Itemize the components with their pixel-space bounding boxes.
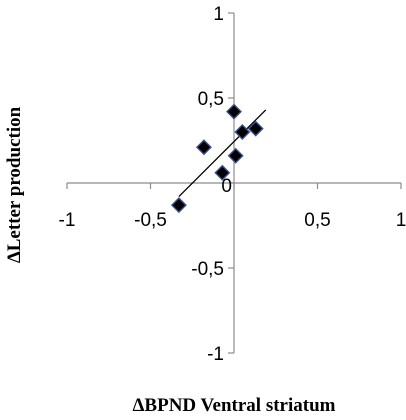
x-tick-marks [66, 183, 402, 189]
data-points [170, 103, 264, 214]
x-tick-label: 0 [221, 176, 232, 197]
data-point [247, 120, 264, 137]
y-tick-label: 0,5 [198, 89, 224, 110]
data-point [170, 197, 187, 214]
x-tick-label: 0,5 [304, 210, 330, 231]
axes [66, 12, 402, 354]
data-point [234, 124, 251, 140]
x-tick-labels: -1 -0,5 0 0,5 1 [59, 176, 406, 231]
x-tick-label: 1 [396, 210, 406, 231]
y-tick-label: 1 [213, 4, 224, 25]
x-tick-label: -0,5 [134, 210, 167, 231]
y-tick-marks [228, 12, 234, 354]
data-point [214, 164, 231, 181]
data-point [227, 147, 244, 164]
y-tick-labels: -1 -0,5 0,5 1 [191, 4, 224, 365]
y-tick-label: -1 [207, 344, 224, 365]
x-axis-title: ΔBPND Ventral striatum [133, 395, 336, 416]
y-tick-label: -0,5 [191, 259, 224, 280]
x-tick-label: -1 [59, 210, 76, 231]
y-axis-title: ΔLetter production [4, 106, 25, 263]
trendline [178, 109, 267, 198]
data-point [226, 103, 242, 120]
data-point [195, 139, 212, 156]
